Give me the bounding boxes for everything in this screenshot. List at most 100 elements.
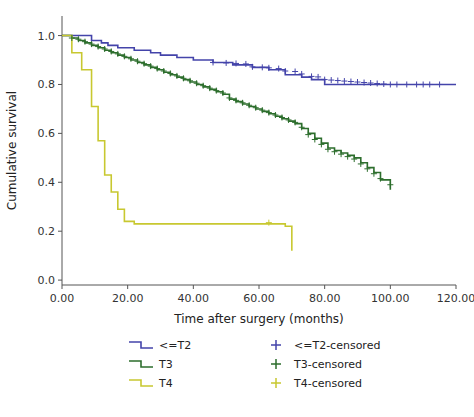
censor-mark	[325, 146, 331, 152]
y-tick-label: 1.0	[38, 30, 56, 43]
plot-data	[62, 35, 456, 251]
censor-mark	[75, 36, 81, 42]
y-axis-label: Cumulative survival	[5, 91, 19, 210]
y-tick-label: 0.2	[38, 225, 56, 238]
censor-mark	[279, 114, 285, 120]
legend: <=T2T3T4<=T2-censoredT3-censoredT4-censo…	[129, 339, 380, 390]
censor-mark	[292, 119, 298, 125]
censor-mark	[187, 78, 193, 84]
censor-mark	[249, 64, 255, 70]
censor-mark	[299, 71, 305, 77]
y-tick	[58, 231, 62, 232]
censor-mark	[69, 35, 75, 41]
censor-mark	[240, 100, 246, 106]
y-tick	[58, 133, 62, 134]
censor-mark	[174, 73, 180, 79]
legend-label: T4-censored	[293, 377, 362, 390]
censor-mark	[305, 132, 311, 138]
censor-mark	[374, 80, 380, 86]
x-tick	[127, 285, 128, 289]
x-axis-label: Time after surgery (months)	[173, 312, 343, 326]
background	[0, 0, 474, 417]
censor-mark	[167, 70, 173, 76]
censor-mark	[282, 68, 288, 74]
censor-mark	[420, 81, 426, 87]
censor-mark	[148, 63, 154, 69]
censor-mark	[180, 75, 186, 81]
censor-mark	[364, 166, 370, 172]
censor-mark	[348, 79, 354, 85]
censor-mark	[377, 176, 383, 182]
y-axis-line	[62, 16, 63, 285]
censor-mark	[345, 154, 351, 160]
censor-mark	[102, 46, 108, 52]
censor-mark	[210, 59, 216, 65]
censor-mark	[161, 68, 167, 74]
x-tick	[193, 285, 194, 289]
y-tick	[58, 35, 62, 36]
legend-label: T3	[158, 358, 173, 371]
censor-mark	[437, 81, 443, 87]
censor-mark	[276, 66, 282, 72]
censor-mark	[82, 39, 88, 45]
legend-label: <=T2-censored	[294, 339, 380, 352]
x-tick	[62, 285, 63, 289]
x-tick	[324, 285, 325, 289]
censor-mark	[322, 77, 328, 83]
x-tick-label: 60.00	[243, 292, 275, 305]
survival-step	[62, 36, 456, 85]
x-tick-label: 120.00	[437, 292, 474, 305]
survival-step	[62, 36, 292, 251]
censor-mark	[200, 83, 206, 89]
x-tick-label: 40.00	[178, 292, 210, 305]
y-axis: 0.00.20.40.60.81.0	[38, 16, 63, 287]
legend-handle	[129, 342, 153, 348]
censor-mark	[335, 78, 341, 84]
censor-mark	[427, 81, 433, 87]
censor-mark	[387, 81, 393, 87]
x-axis-line	[62, 285, 456, 286]
censor-mark	[213, 88, 219, 94]
censor-mark	[223, 60, 229, 66]
censor-mark	[292, 69, 298, 75]
censor-mark	[135, 58, 141, 64]
legend-handle	[271, 359, 281, 369]
censor-mark	[220, 90, 226, 96]
censor-mark	[341, 78, 347, 84]
censor-mark	[272, 112, 278, 118]
legend-label: <=T2	[159, 339, 191, 352]
censor-mark	[266, 65, 272, 71]
censor-mark	[259, 107, 265, 113]
censor-mark	[233, 97, 239, 103]
x-axis: 0.0020.0040.0060.0080.00100.00120.00	[50, 285, 474, 305]
survival-step	[62, 36, 390, 190]
legend-handle	[271, 340, 281, 350]
y-tick-label: 0.8	[38, 78, 56, 91]
censor-mark	[243, 61, 249, 67]
censor-mark	[332, 149, 338, 155]
censor-mark	[259, 64, 265, 70]
censor-mark	[141, 61, 147, 67]
censor-mark	[309, 73, 315, 79]
censor-mark	[381, 81, 387, 87]
censor-mark	[394, 81, 400, 87]
x-tick-label: 20.00	[112, 292, 144, 305]
censor-mark	[358, 161, 364, 167]
y-tick	[58, 280, 62, 281]
y-tick	[58, 182, 62, 183]
censor-mark	[387, 182, 393, 188]
censor-mark	[128, 56, 134, 62]
censor-mark	[108, 48, 114, 54]
legend-label: T3-censored	[293, 358, 362, 371]
x-tick	[390, 285, 391, 289]
x-tick	[259, 285, 260, 289]
censor-mark	[246, 102, 252, 108]
x-tick-label: 0.00	[50, 292, 75, 305]
y-tick-label: 0.0	[38, 274, 56, 287]
censor-mark	[194, 80, 200, 86]
censor-mark	[286, 117, 292, 123]
censor-mark	[233, 60, 239, 66]
censor-mark	[89, 41, 95, 47]
y-tick-label: 0.6	[38, 127, 56, 140]
y-tick	[58, 84, 62, 85]
